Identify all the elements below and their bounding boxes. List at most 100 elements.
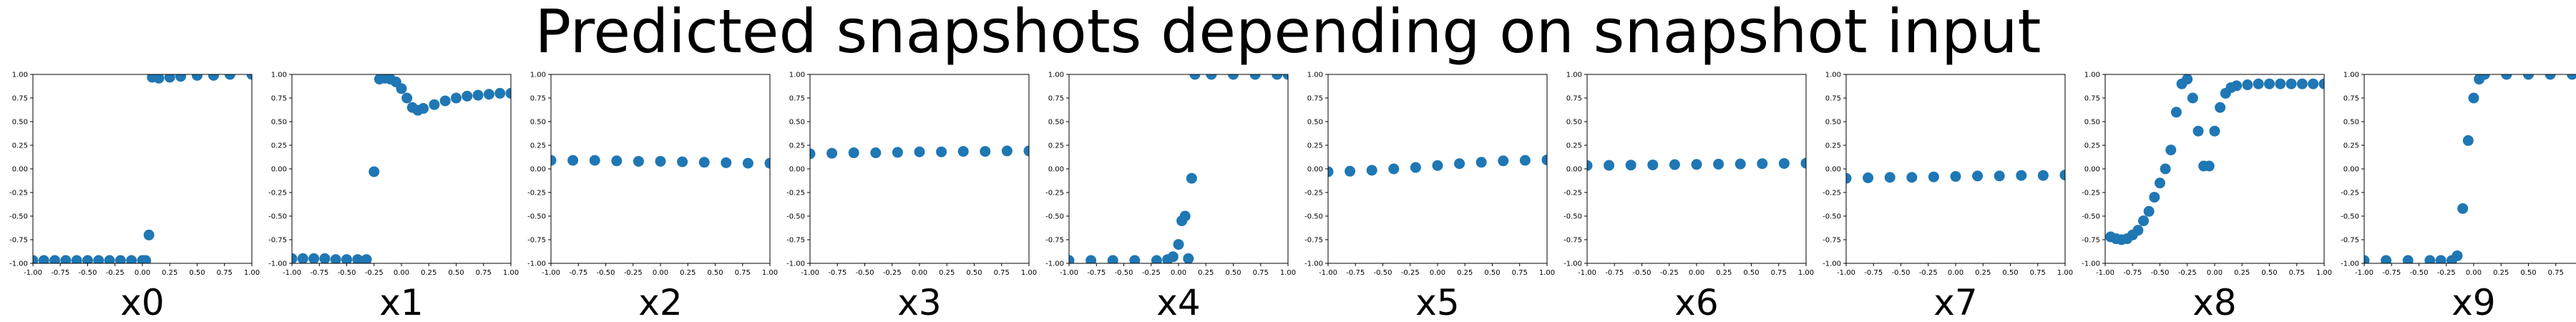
data-point (297, 253, 308, 263)
data-point (1023, 145, 1029, 157)
panel-label: x6 (1674, 282, 1718, 322)
x-tick-label: 0.25 (1198, 269, 1214, 277)
data-point (1647, 159, 1659, 170)
data-point (319, 253, 331, 263)
x-tick-label: -1.00 (2355, 269, 2373, 277)
data-point (1669, 159, 1680, 170)
data-point (567, 155, 579, 166)
x-tick-label: -0.75 (310, 269, 328, 277)
data-point (71, 255, 82, 263)
x-tick-label: 0.50 (189, 269, 205, 277)
data-point (164, 74, 175, 83)
x-tick-label: 0.75 (2030, 269, 2046, 277)
y-tick-label: 0.00 (1307, 166, 1323, 174)
x-tick-label: -0.75 (569, 269, 587, 277)
data-point (369, 166, 380, 177)
axes-frame (291, 74, 512, 264)
data-point (2264, 78, 2275, 89)
y-tick-label: 1.00 (530, 72, 546, 79)
y-tick-label: 0.75 (1307, 95, 1323, 103)
data-point (1167, 251, 1179, 263)
x-tick-label: 1.00 (503, 269, 519, 277)
x-tick-label: -0.50 (856, 269, 874, 277)
data-point (153, 74, 165, 84)
y-tick-label: 0.25 (1566, 142, 1582, 150)
panel-x2: -1.00 -0.75 -0.50 -0.25 0.00 0.25 0.50 0.75 1.00… (527, 72, 778, 322)
x-tick-label: -1.00 (1060, 269, 1078, 277)
x-tick-label: -0.25 (106, 269, 125, 277)
data-point (114, 255, 126, 263)
y-tick-label: 0.25 (789, 142, 805, 150)
x-tick-label: 0.00 (653, 269, 668, 277)
data-point (2132, 225, 2144, 236)
data-point (33, 255, 39, 263)
x-tick-label: -0.50 (1892, 269, 1911, 277)
data-point (1186, 172, 1197, 184)
x-tick-label: -0.50 (2151, 269, 2170, 277)
x-tick-label: 0.75 (476, 269, 492, 277)
data-point (1345, 165, 1356, 177)
data-point (2192, 125, 2204, 137)
data-point (2215, 102, 2226, 113)
x-tick-label: -0.50 (338, 269, 356, 277)
y-tick-label: -0.25 (2341, 190, 2359, 197)
y-tick-label: -1.00 (1823, 260, 1841, 268)
panel-points-x9 (2364, 74, 2576, 263)
data-point (1179, 210, 1191, 222)
x-tick-label: -0.75 (1864, 269, 1883, 277)
x-tick-label: -0.75 (2382, 269, 2401, 277)
y-tick-label: 0.75 (1566, 95, 1582, 103)
y-tick-label: 0.25 (2084, 142, 2100, 150)
data-point (2381, 255, 2392, 263)
x-tick-label: 0.50 (966, 269, 982, 277)
data-point (1328, 166, 1334, 177)
panel-x7: -1.00 -0.75 -0.50 -0.25 0.00 0.25 0.50 0.75 1.00… (1823, 72, 2073, 322)
y-tick-label: 0.50 (1825, 119, 1841, 127)
x-tick-label: -0.75 (828, 269, 847, 277)
x-tick-label: -1.00 (24, 269, 42, 277)
data-point (2149, 192, 2160, 203)
data-point (1001, 145, 1013, 157)
data-point (1906, 172, 1918, 183)
panel-x9: -1.00 -0.75 -0.50 -0.25 0.00 0.25 0.50 0.75 1.00… (2341, 72, 2576, 322)
data-point (1272, 74, 1283, 80)
data-point (1950, 171, 1961, 182)
y-tick-label: -0.25 (786, 190, 805, 197)
data-point (810, 148, 816, 160)
x-tick-label: 0.25 (421, 269, 436, 277)
data-point (292, 253, 298, 263)
data-point (49, 255, 61, 263)
data-point (93, 255, 104, 263)
x-tick-label: -1.00 (1578, 269, 1596, 277)
x-tick-label: 0.00 (1430, 269, 1445, 277)
y-tick-label: 0.75 (12, 95, 28, 103)
data-point (2242, 79, 2253, 91)
data-point (352, 254, 364, 263)
data-point (589, 155, 600, 166)
y-tick-label: -1.00 (1304, 260, 1323, 268)
x-tick-label: 1.00 (762, 269, 778, 277)
data-point (1183, 253, 1194, 263)
y-tick-label: -1.00 (2082, 260, 2100, 268)
data-point (2059, 170, 2065, 181)
data-point (175, 74, 187, 82)
x-tick-label: 0.50 (1484, 269, 1500, 277)
y-tick-label: 1.00 (1566, 72, 1582, 79)
x-tick-label: 1.00 (1798, 269, 1814, 277)
panel-label: x0 (120, 282, 164, 322)
y-tick-label: 0.25 (12, 142, 28, 150)
x-tick-label: 1.00 (1539, 269, 1555, 277)
data-point (2275, 78, 2286, 89)
data-point (2296, 78, 2308, 89)
y-tick-label: -0.50 (1823, 213, 1841, 221)
data-point (1151, 255, 1162, 263)
y-tick-label: 0.25 (1048, 142, 1064, 150)
y-tick-label: -0.50 (9, 213, 28, 221)
y-tick-label: 0.00 (2343, 166, 2359, 174)
y-tick-label: -1.00 (2341, 260, 2359, 268)
data-point (1800, 157, 1806, 169)
x-tick-label: 0.25 (2493, 269, 2509, 277)
data-point (1107, 255, 1118, 263)
